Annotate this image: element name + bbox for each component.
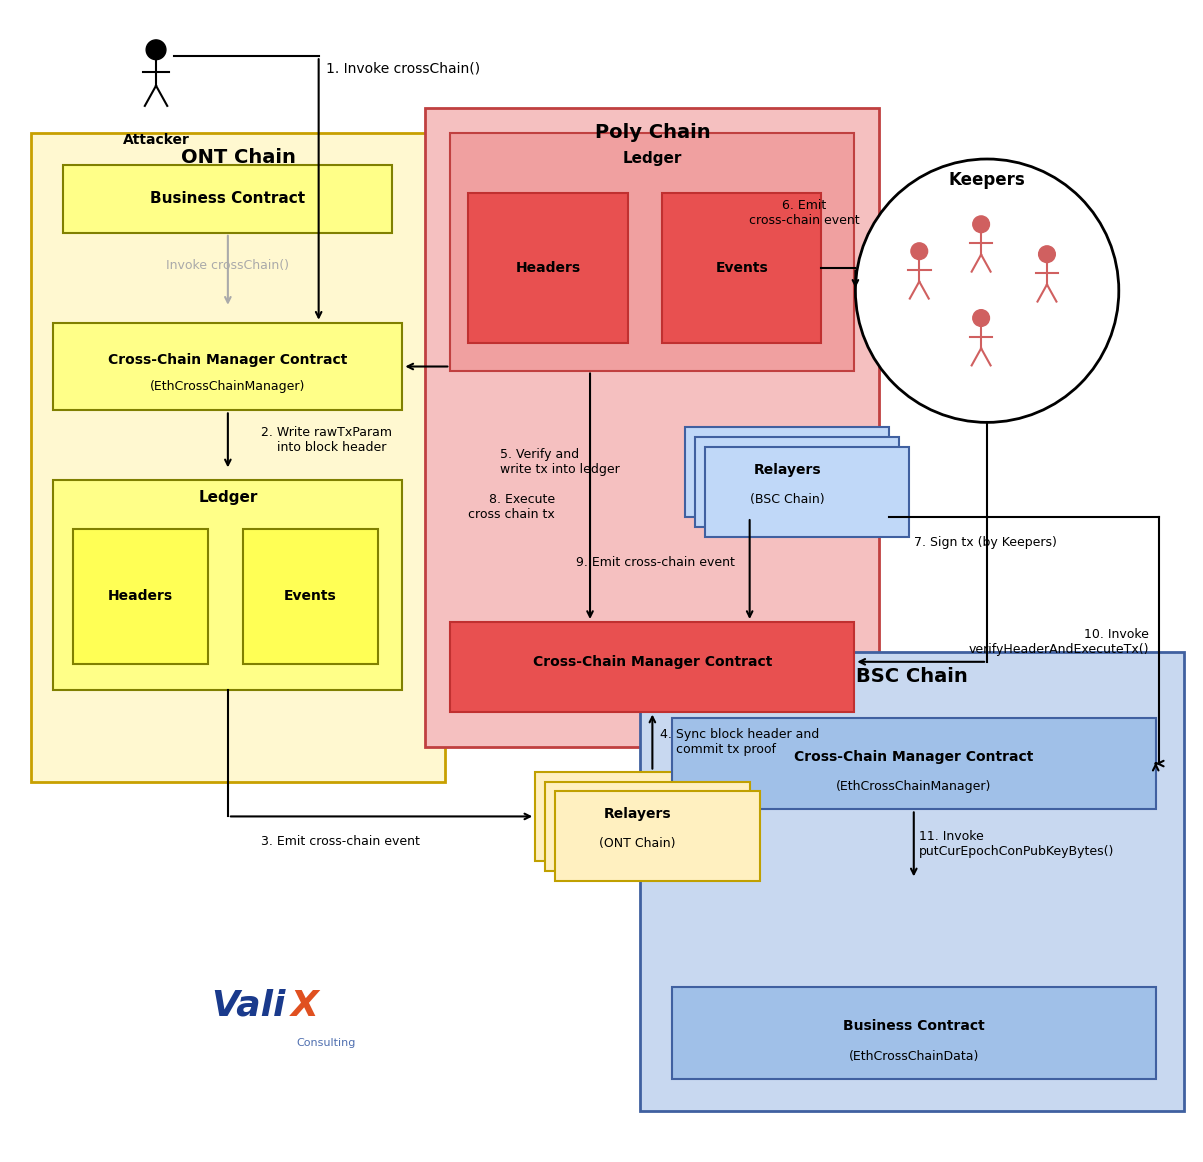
Bar [243,529,378,664]
Text: 1. Invoke crossChain(): 1. Invoke crossChain() [326,62,480,76]
Text: (ONT Chain): (ONT Chain) [599,837,676,849]
Bar [64,165,392,232]
Text: Keepers: Keepers [949,171,1025,189]
Circle shape [973,310,989,327]
Circle shape [146,40,166,59]
Text: Relayers: Relayers [604,808,671,822]
Text: Consulting: Consulting [296,1038,355,1048]
Text: BSC Chain: BSC Chain [855,667,967,686]
Text: 5. Verify and
write tx into ledger: 5. Verify and write tx into ledger [500,449,620,476]
Text: 11. Invoke
putCurEpochConPubKeyBytes(): 11. Invoke putCurEpochConPubKeyBytes() [919,831,1115,859]
Bar [31,134,445,782]
Text: 6. Emit
cross-chain event: 6. Emit cross-chain event [749,199,860,227]
Text: 8. Execute
cross chain tx: 8. Execute cross chain tx [468,493,555,522]
Text: (EthCrossChainManager): (EthCrossChainManager) [836,780,991,792]
Bar [73,529,208,664]
Text: (BSC Chain): (BSC Chain) [749,493,824,505]
Text: 7. Sign tx (by Keepers): 7. Sign tx (by Keepers) [914,536,1057,548]
Text: Cross-Chain Manager Contract: Cross-Chain Manager Contract [533,655,772,669]
Bar [671,718,1156,810]
Text: Cross-Chain Manager Contract: Cross-Chain Manager Contract [108,352,348,366]
Text: Attacker: Attacker [123,134,189,148]
Circle shape [973,216,989,232]
Text: Poly Chain: Poly Chain [594,123,710,142]
Text: 3. Emit cross-chain event: 3. Emit cross-chain event [261,834,420,848]
Bar [545,782,749,872]
Text: 4. Sync block header and
    commit tx proof: 4. Sync block header and commit tx proof [660,727,819,755]
Bar [705,447,909,537]
Text: Headers: Headers [516,260,581,274]
Bar [535,772,740,861]
Bar [450,134,854,371]
Text: Invoke crossChain(): Invoke crossChain() [166,259,290,272]
Bar [468,193,628,343]
Bar [662,193,822,343]
Bar [695,437,900,528]
Text: Business Contract: Business Contract [150,192,306,207]
Bar [426,108,879,747]
Bar [555,791,759,881]
Bar [53,323,403,410]
Text: Relayers: Relayers [753,464,820,478]
Circle shape [911,243,928,259]
Bar [450,622,854,711]
Text: Events: Events [716,260,768,274]
Text: Business Contract: Business Contract [843,1019,984,1033]
Text: X: X [291,989,319,1023]
Text: Events: Events [284,589,337,603]
Bar [53,480,403,690]
Text: (EthCrossChainData): (EthCrossChainData) [848,1050,979,1063]
Circle shape [855,159,1119,422]
Text: Vali: Vali [212,989,286,1023]
Bar [671,987,1156,1078]
Text: Cross-Chain Manager Contract: Cross-Chain Manager Contract [794,749,1033,763]
Bar [685,428,889,517]
Text: (EthCrossChainManager): (EthCrossChainManager) [150,380,306,393]
Text: 9. Emit cross-chain event: 9. Emit cross-chain event [576,555,735,568]
Text: 10. Invoke
verifyHeaderAndExecuteTx(): 10. Invoke verifyHeaderAndExecuteTx() [968,627,1149,655]
Text: Headers: Headers [108,589,173,603]
Text: 2. Write rawTxParam
    into block header: 2. Write rawTxParam into block header [261,426,392,454]
Text: Ledger: Ledger [198,490,257,505]
Bar [640,652,1184,1111]
Circle shape [1038,246,1055,263]
Text: ONT Chain: ONT Chain [182,148,296,167]
Text: Ledger: Ledger [623,151,682,166]
